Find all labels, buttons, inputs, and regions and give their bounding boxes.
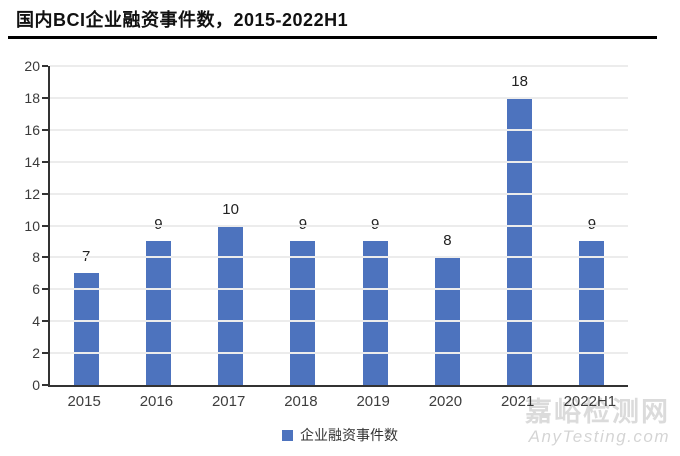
y-axis-tick (42, 320, 48, 323)
y-tick-label: 18 (24, 89, 40, 106)
gridline (50, 256, 628, 259)
bar-column: 9 (122, 66, 194, 385)
x-tick-label: 2021 (500, 393, 535, 410)
x-tick-label: 2016 (139, 393, 174, 410)
x-axis-labels: 2015 2016 2017 2018 2019 2020 2021 2022H1 (48, 393, 626, 411)
y-axis-tick (42, 352, 48, 355)
bar-value-label: 18 (511, 72, 528, 90)
x-tick-label: 2018 (284, 393, 318, 410)
gridline (50, 96, 628, 99)
legend-label: 企业融资事件数 (300, 427, 398, 443)
y-tick-label: 14 (24, 153, 40, 170)
y-tick-label: 20 (24, 58, 40, 74)
y-axis-tick (42, 288, 48, 291)
gridline (50, 160, 628, 163)
y-axis-tick (42, 160, 48, 163)
legend: 企业融资事件数 (0, 428, 680, 442)
y-axis-labels: 0 2 4 6 8 10 12 14 16 18 20 (0, 59, 40, 392)
bar (579, 241, 605, 385)
bar-column: 18 (484, 66, 556, 385)
bar-value-label: 8 (443, 232, 452, 250)
bar-value-label: 10 (222, 200, 239, 218)
y-axis-tick (42, 65, 48, 67)
plot-area: 7910998189 (42, 65, 628, 387)
y-tick-label: 8 (32, 249, 40, 266)
y-tick-label: 10 (24, 217, 40, 234)
bar (145, 241, 171, 385)
legend-swatch-icon (282, 429, 293, 441)
gridline (50, 192, 628, 195)
y-tick-label: 12 (24, 185, 40, 202)
bar (362, 241, 388, 385)
x-tick-label: 2022H1 (563, 393, 617, 410)
gridline (50, 65, 628, 67)
y-tick-label: 2 (32, 345, 40, 362)
y-axis-tick (42, 256, 48, 259)
y-axis-tick (42, 192, 48, 195)
gridline (50, 352, 628, 355)
gridline (50, 128, 628, 131)
x-tick-label: 2015 (67, 393, 101, 410)
x-tick-label: 2019 (356, 393, 390, 410)
y-axis-tick (42, 128, 48, 131)
x-tick-label: 2017 (211, 393, 246, 410)
y-axis-tick (42, 224, 48, 227)
bar-column: 10 (195, 66, 267, 385)
y-axis-tick (42, 96, 48, 99)
gridline (50, 224, 628, 227)
bar-column: 9 (267, 66, 339, 385)
bar (290, 241, 316, 385)
x-tick-label: 2020 (428, 393, 463, 410)
bar (73, 273, 99, 385)
y-tick-label: 16 (24, 121, 40, 138)
y-axis-tick (42, 384, 48, 386)
y-tick-label: 0 (32, 377, 40, 393)
title-divider (8, 36, 657, 39)
bar (507, 97, 533, 385)
bar (218, 225, 244, 385)
y-tick-label: 4 (32, 313, 40, 330)
gridline (50, 288, 628, 291)
chart-title: 国内BCI企业融资事件数，2015-2022H1 (16, 10, 349, 30)
gridline (50, 320, 628, 323)
y-tick-label: 6 (32, 281, 40, 298)
bars-row: 7910998189 (50, 66, 628, 385)
